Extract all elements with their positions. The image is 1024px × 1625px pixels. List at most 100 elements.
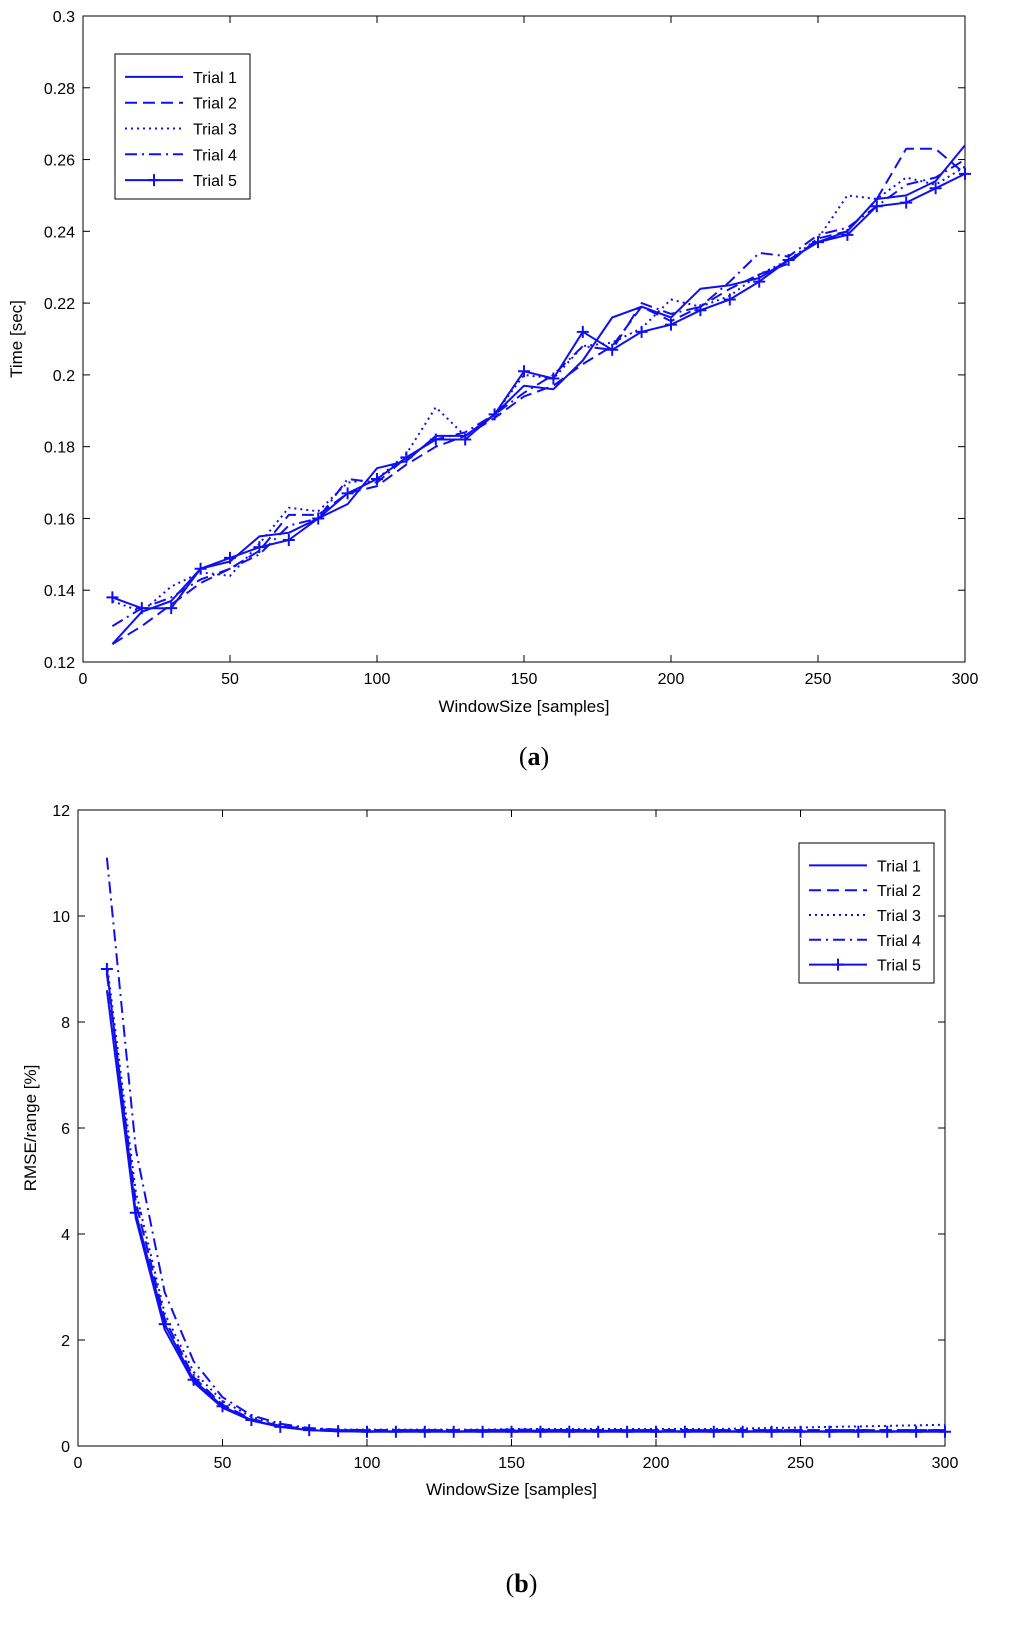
y-tick-label: 2 — [61, 1333, 70, 1350]
x-tick-label: 250 — [805, 671, 832, 688]
data-point-marker — [563, 1425, 576, 1438]
data-point-marker — [959, 167, 971, 180]
series-line-trial-3 — [105, 963, 946, 1431]
data-point-marker — [341, 487, 354, 500]
data-point-marker — [753, 275, 766, 288]
data-point-marker — [621, 1425, 634, 1438]
data-point-marker — [794, 1425, 807, 1438]
data-point-marker — [939, 1425, 951, 1438]
legend-marker — [148, 174, 160, 187]
x-tick-label: 50 — [214, 1455, 232, 1472]
y-axis-label: Time [sec] — [7, 300, 26, 378]
data-point-marker — [253, 541, 266, 554]
y-tick-label: 0.2 — [53, 368, 75, 385]
data-point-marker — [707, 1425, 720, 1438]
panel-b-chart: 0 50 100 150 200 250 300 0 2 4 6 8 10 12 WindowSize [s… — [21, 803, 958, 1598]
data-point-marker — [389, 1425, 402, 1438]
data-point-marker — [158, 1318, 171, 1331]
data-point-marker — [606, 343, 619, 356]
data-point-marker — [723, 293, 736, 306]
series-group — [100, 857, 951, 1438]
y-tick-label: 0.24 — [44, 224, 75, 241]
data-point-marker — [665, 318, 677, 331]
x-tick-label: 150 — [511, 671, 538, 688]
legend-box — [114, 53, 251, 200]
data-point-marker — [635, 325, 648, 338]
series-line-trial-2 — [111, 147, 966, 645]
data-point-marker — [736, 1425, 749, 1438]
data-point-marker — [165, 602, 178, 615]
data-point-marker — [224, 551, 236, 564]
data-point-marker — [400, 451, 413, 464]
x-tick-label: 200 — [658, 671, 685, 688]
legend-label: Trial 1 — [877, 858, 921, 875]
data-point-marker — [194, 562, 207, 575]
x-tick-label: 300 — [932, 1455, 959, 1472]
data-point-marker — [881, 1425, 894, 1438]
data-point-marker — [488, 408, 501, 421]
data-point-marker — [100, 963, 113, 975]
legend-label: Trial 1 — [193, 70, 237, 87]
x-tick-label: 300 — [952, 671, 979, 688]
data-point-marker — [823, 1425, 836, 1438]
x-tick-label: 0 — [74, 1455, 83, 1472]
legend-label: Trial 2 — [877, 883, 921, 900]
data-point-marker — [216, 1400, 229, 1413]
y-tick-label: 6 — [61, 1121, 70, 1138]
x-tick-label: 150 — [498, 1455, 525, 1472]
data-point-marker — [547, 372, 560, 385]
series-line-trial-4 — [105, 857, 945, 1432]
legend: Trial 1 Trial 2 Trial 3 Trial 4 Trial 5 — [114, 53, 251, 200]
y-tick-label: 8 — [61, 1015, 70, 1032]
data-point-marker — [518, 365, 530, 378]
data-point-marker — [245, 1414, 258, 1427]
data-point-marker — [106, 591, 119, 604]
data-point-marker — [332, 1425, 345, 1438]
x-axis-label: WindowSize [samples] — [426, 1480, 597, 1499]
data-point-marker — [303, 1424, 316, 1437]
y-tick-label: 10 — [52, 909, 70, 926]
y-tick-label: 0.16 — [44, 511, 75, 528]
data-point-marker — [534, 1425, 547, 1438]
x-axis-label: WindowSize [samples] — [438, 697, 609, 716]
series-line-trial-5 — [112, 173, 966, 610]
data-point-marker — [282, 533, 295, 546]
data-point-marker — [274, 1420, 287, 1433]
y-tick-label: 0.22 — [44, 296, 75, 313]
data-point-marker — [765, 1425, 778, 1438]
data-point-marker — [841, 228, 854, 241]
data-point-marker — [929, 182, 942, 195]
legend-label: Trial 4 — [193, 147, 237, 164]
data-point-marker — [694, 304, 707, 317]
panel-caption: (a) — [519, 742, 549, 771]
data-point-marker — [592, 1425, 605, 1438]
panel-caption: (b) — [506, 1569, 538, 1598]
data-point-marker — [576, 325, 589, 338]
x-tick-label: 100 — [354, 1455, 381, 1472]
data-point-marker — [812, 236, 824, 249]
legend-marker — [832, 958, 844, 971]
legend-label: Trial 4 — [877, 933, 921, 950]
data-point-marker — [361, 1425, 373, 1438]
data-point-marker — [447, 1425, 460, 1438]
y-tick-label: 0.18 — [44, 440, 75, 457]
data-point-marker — [650, 1425, 662, 1438]
legend-label: Trial 5 — [877, 958, 921, 975]
data-point-marker — [910, 1425, 923, 1438]
x-tick-label: 200 — [643, 1455, 670, 1472]
y-tick-label: 0.14 — [44, 583, 75, 600]
data-point-marker — [135, 602, 148, 615]
series-line-trial-4 — [111, 158, 966, 627]
y-tick-label: 0.26 — [44, 153, 75, 170]
data-point-marker — [476, 1425, 489, 1438]
legend-label: Trial 2 — [193, 96, 237, 113]
data-point-marker — [371, 472, 383, 485]
data-point-marker — [900, 196, 913, 209]
legend-label: Trial 3 — [193, 122, 237, 139]
data-point-marker — [678, 1425, 691, 1438]
y-tick-label: 0.12 — [44, 655, 75, 672]
y-tick-label: 0.3 — [53, 9, 75, 26]
x-tick-label: 250 — [787, 1455, 814, 1472]
y-tick-label: 4 — [61, 1227, 70, 1244]
data-point-marker — [870, 200, 883, 213]
